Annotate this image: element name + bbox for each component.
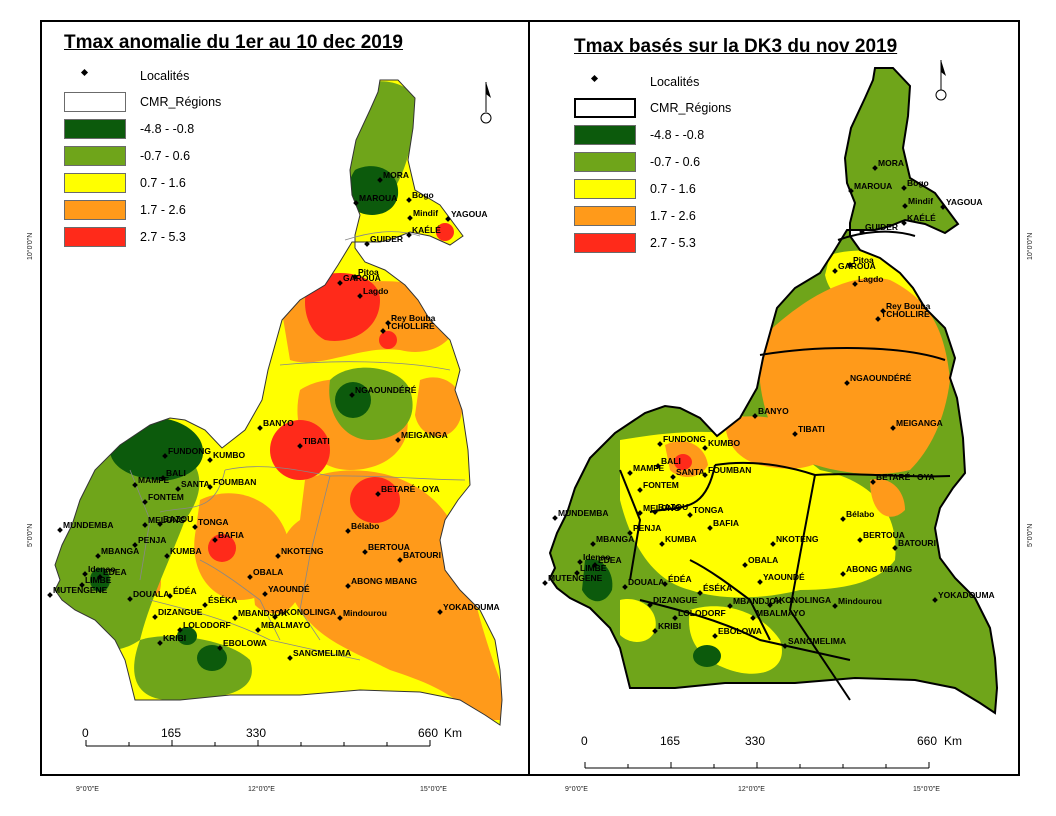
map-title: Tmax anomalie du 1er au 10 dec 2019 xyxy=(64,32,404,53)
longitude-label: 9°0'0"E xyxy=(76,786,99,793)
localite-marker-icon xyxy=(590,74,599,83)
localite-marker-icon xyxy=(80,68,89,77)
scale-tick-label: 0 xyxy=(82,726,89,740)
legend-swatch xyxy=(574,98,636,118)
legend-swatch xyxy=(574,206,636,226)
latitude-label: 10°0'0"N xyxy=(1027,232,1034,260)
latitude-label: 5°0'0"N xyxy=(1027,523,1034,547)
latitude-label: 5°0'0"N xyxy=(27,523,34,547)
map-panel-dk3: Tmax basés sur la DK3 du nov 2019 Locali… xyxy=(528,20,1020,776)
legend-swatch xyxy=(64,200,126,220)
legend-swatch xyxy=(64,146,126,166)
legend-swatch xyxy=(64,119,126,139)
scale-tick-label: 330 xyxy=(745,734,766,748)
longitude-label: 15°0'0"E xyxy=(420,786,447,793)
legend-swatch xyxy=(574,179,636,199)
longitude-label: 12°0'0"E xyxy=(738,786,765,793)
map-title: Tmax basés sur la DK3 du nov 2019 xyxy=(574,36,898,57)
scale-unit: Km xyxy=(444,726,462,740)
legend-swatch xyxy=(574,233,636,253)
legend-swatch xyxy=(64,173,126,193)
longitude-label: 15°0'0"E xyxy=(913,786,940,793)
map-panel-anomaly: Tmax anomalie du 1er au 10 dec 2019 Loca… xyxy=(40,20,530,776)
scale-tick-label: 660 xyxy=(917,734,938,748)
scale-tick-label: 660 xyxy=(418,726,439,740)
scale-unit: Km xyxy=(944,734,962,748)
legend-swatch xyxy=(574,125,636,145)
scale-tick-label: 165 xyxy=(660,734,681,748)
legend-swatch xyxy=(574,152,636,172)
longitude-label: 9°0'0"E xyxy=(565,786,588,793)
legend-swatch xyxy=(64,92,126,112)
scale-tick-label: 330 xyxy=(246,726,267,740)
longitude-label: 12°0'0"E xyxy=(248,786,275,793)
latitude-label: 10°0'0"N xyxy=(27,232,34,260)
scale-tick-label: 165 xyxy=(161,726,182,740)
legend-swatch xyxy=(64,227,126,247)
scale-tick-label: 0 xyxy=(581,734,588,748)
